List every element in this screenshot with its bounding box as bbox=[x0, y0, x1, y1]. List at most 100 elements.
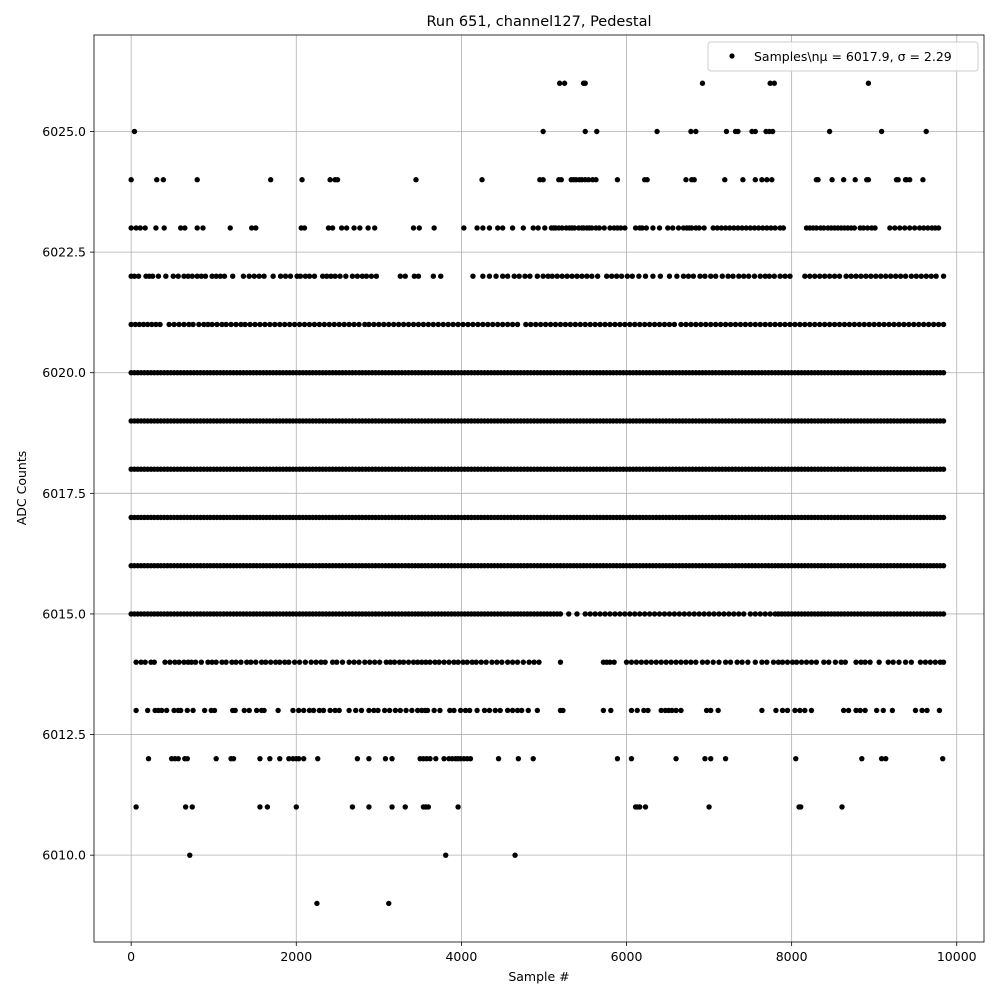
data-point bbox=[441, 755, 447, 762]
data-point bbox=[557, 611, 564, 617]
data-point bbox=[696, 225, 702, 231]
y-tick-label: 6012.5 bbox=[42, 727, 86, 742]
data-point bbox=[768, 225, 774, 231]
data-point bbox=[911, 321, 917, 328]
data-point bbox=[706, 611, 712, 617]
data-point bbox=[673, 707, 679, 714]
data-point bbox=[701, 611, 707, 617]
data-point bbox=[495, 225, 501, 231]
data-point bbox=[674, 273, 680, 279]
data-point bbox=[464, 659, 470, 665]
data-point bbox=[907, 225, 913, 231]
data-point bbox=[762, 273, 768, 279]
data-point bbox=[759, 659, 765, 665]
data-point bbox=[617, 611, 623, 617]
data-point bbox=[504, 273, 511, 279]
data-point bbox=[762, 611, 768, 617]
data-point bbox=[851, 321, 858, 328]
data-point bbox=[163, 707, 170, 714]
data-point bbox=[194, 273, 200, 279]
data-point bbox=[858, 273, 864, 279]
data-point bbox=[921, 321, 927, 328]
data-point bbox=[504, 321, 511, 328]
data-point bbox=[190, 321, 196, 328]
data-point bbox=[430, 321, 437, 328]
data-point bbox=[410, 659, 417, 665]
data-point bbox=[286, 659, 292, 665]
data-point bbox=[136, 321, 143, 328]
data-point bbox=[772, 321, 778, 328]
data-point bbox=[366, 321, 372, 328]
data-point bbox=[632, 321, 638, 328]
data-point bbox=[736, 273, 742, 279]
data-point bbox=[430, 273, 437, 279]
data-point bbox=[666, 321, 673, 328]
data-point bbox=[629, 273, 635, 279]
data-point bbox=[721, 611, 727, 617]
data-point bbox=[316, 321, 323, 328]
data-point bbox=[688, 659, 694, 665]
data-point bbox=[812, 273, 818, 279]
data-point bbox=[582, 321, 588, 328]
data-point bbox=[137, 225, 143, 231]
data-point bbox=[793, 659, 800, 665]
data-point bbox=[861, 321, 867, 328]
data-point bbox=[467, 755, 474, 762]
data-point bbox=[410, 321, 417, 328]
data-point bbox=[888, 273, 894, 279]
data-point bbox=[712, 321, 719, 328]
data-point bbox=[246, 707, 252, 714]
data-point bbox=[316, 707, 323, 714]
data-point bbox=[415, 321, 422, 328]
data-point bbox=[764, 177, 770, 183]
data-point bbox=[246, 273, 252, 279]
data-point bbox=[836, 273, 843, 279]
data-point bbox=[840, 707, 847, 714]
data-point bbox=[940, 273, 947, 279]
data-point bbox=[540, 128, 546, 135]
data-point bbox=[906, 321, 912, 328]
data-point bbox=[808, 659, 815, 665]
data-point bbox=[455, 804, 461, 810]
data-point bbox=[410, 225, 417, 231]
data-point bbox=[516, 273, 522, 279]
data-point bbox=[469, 659, 475, 665]
data-point bbox=[699, 659, 706, 665]
data-point bbox=[338, 225, 345, 231]
data-point bbox=[612, 611, 618, 617]
data-point bbox=[248, 659, 254, 665]
data-point bbox=[473, 659, 479, 665]
data-point bbox=[460, 659, 466, 665]
data-point bbox=[711, 611, 717, 617]
data-point bbox=[766, 273, 773, 279]
data-point bbox=[186, 321, 192, 328]
data-point bbox=[403, 707, 409, 714]
data-point bbox=[784, 707, 791, 714]
data-point bbox=[730, 273, 736, 279]
data-point bbox=[688, 321, 694, 328]
data-point bbox=[829, 177, 835, 183]
data-point bbox=[142, 225, 148, 231]
data-point bbox=[354, 273, 361, 279]
data-point bbox=[642, 273, 649, 279]
data-point bbox=[262, 321, 268, 328]
data-point bbox=[383, 659, 389, 665]
data-point bbox=[353, 707, 359, 714]
data-point bbox=[842, 659, 848, 665]
data-point bbox=[772, 225, 778, 231]
data-point bbox=[923, 273, 929, 279]
data-point bbox=[241, 707, 247, 714]
data-point bbox=[286, 755, 292, 762]
data-point bbox=[373, 273, 380, 279]
data-point bbox=[153, 321, 159, 328]
data-point bbox=[897, 225, 903, 231]
data-point bbox=[296, 755, 302, 762]
data-point bbox=[343, 225, 350, 231]
data-point bbox=[138, 659, 144, 665]
data-point bbox=[209, 321, 215, 328]
data-point bbox=[282, 273, 289, 279]
data-point bbox=[777, 321, 783, 328]
data-point bbox=[735, 128, 741, 135]
data-point bbox=[737, 321, 744, 328]
data-point bbox=[319, 273, 326, 279]
